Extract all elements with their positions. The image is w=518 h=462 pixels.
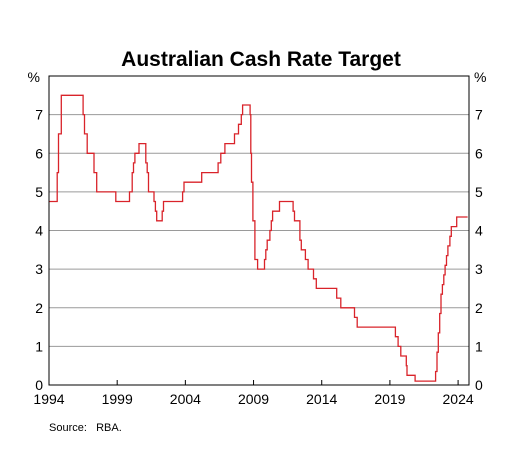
chart-title: Australian Cash Rate Target [121,48,401,71]
plot-frame [48,75,470,386]
cash-rate-line [49,94,468,382]
y-tick-label-right: 7 [475,107,483,123]
y-tick-label-right: 1 [475,338,483,354]
y-unit-label-right: % [474,69,486,85]
x-tick-label: 1994 [33,391,64,407]
y-tick-label-left: 3 [35,261,43,277]
x-tick-label: 1999 [102,391,133,407]
y-tick-label-right: 2 [475,300,483,316]
y-tick-label-left: 1 [35,338,43,354]
y-tick-label-right: 3 [475,261,483,277]
y-tick-label-left: 4 [35,223,43,239]
y-tick-label-left: 0 [35,377,43,393]
series-line [49,94,468,382]
x-tick-label: 2009 [238,391,269,407]
y-tick-label-left: 5 [35,184,43,200]
y-tick-label-right: 6 [475,145,483,161]
y-tick-label-right: 0 [475,377,483,393]
axis-ticks: 0 0 1 1 2 2 3 3 4 4 5 5 6 6 7 7 1994 1999 2004 2009 2014 2019… [33,107,483,407]
y-tick-label-left: 6 [35,145,43,161]
y-tick-label-right: 4 [475,223,483,239]
gridlines [49,114,469,347]
y-tick-label-right: 5 [475,184,483,200]
x-tick-label: 2024 [443,391,474,407]
source-note: Source: RBA. [49,422,122,434]
y-tick-label-left: 2 [35,300,43,316]
y-tick-label-left: 7 [35,107,43,123]
y-unit-label-left: % [28,69,40,85]
x-tick-label: 2019 [374,391,405,407]
x-tick-label: 2004 [170,391,201,407]
x-tick-label: 2014 [306,391,337,407]
